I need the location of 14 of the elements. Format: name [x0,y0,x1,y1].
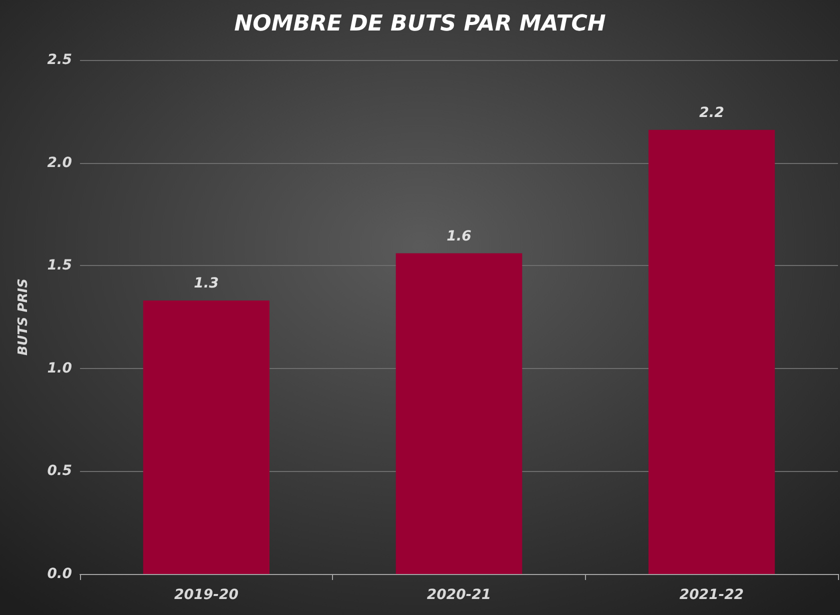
data-label: 1.3 [194,276,219,292]
y-tick-label: 2.0 [47,154,72,171]
y-tick-label: 0.0 [47,566,72,582]
chart-title: NOMBRE DE BUTS PAR MATCH [234,12,606,36]
y-tick-label: 1.5 [47,258,72,274]
y-tick-label: 0.5 [47,463,72,480]
data-label: 1.6 [446,228,472,244]
x-tick-label: 2021-22 [680,587,744,603]
x-tick-label: 2019-20 [174,587,239,603]
y-axis-title: BUTS PRIS [16,278,31,356]
y-tick-label: 1.0 [47,360,72,376]
data-label: 2.2 [699,104,724,121]
y-tick-label: 2.5 [47,52,72,68]
x-tick-label: 2020-21 [426,587,492,603]
